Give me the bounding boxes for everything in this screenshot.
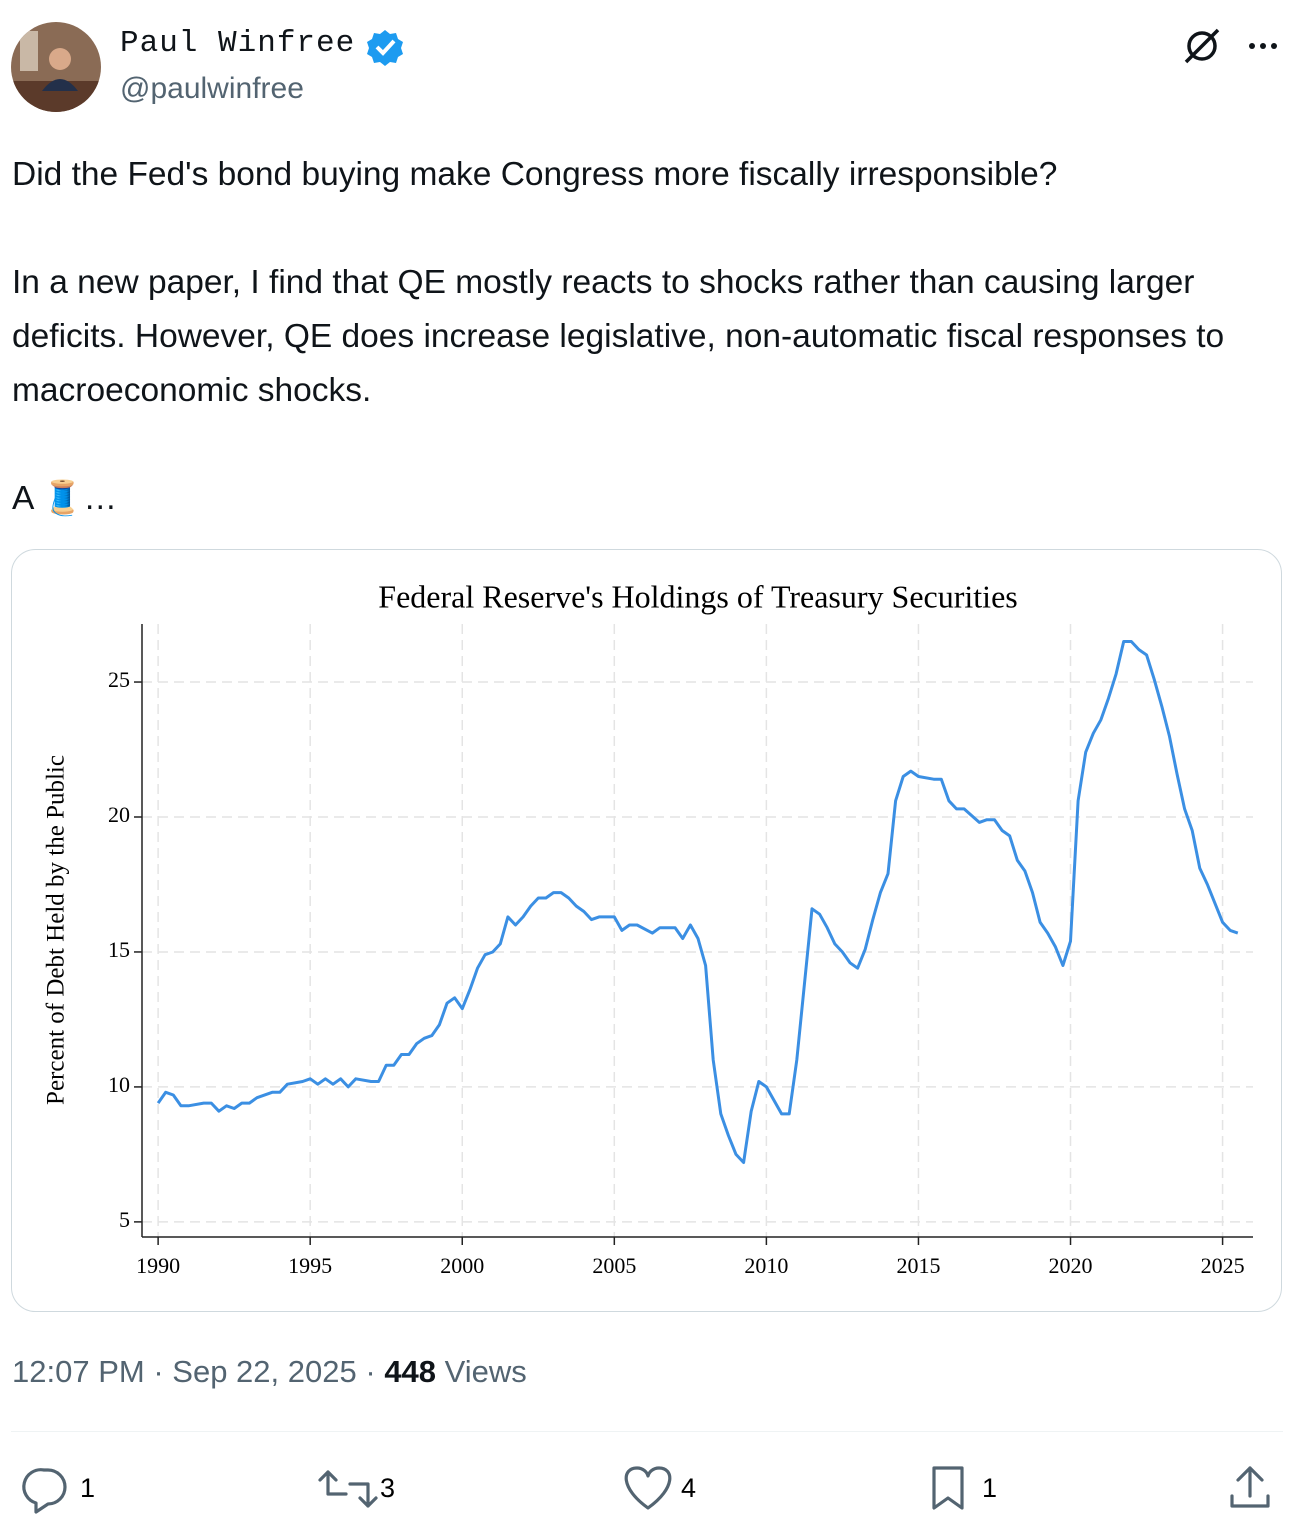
x-tick-label: 2005 [592, 1253, 636, 1278]
x-tick-label: 1995 [288, 1253, 332, 1278]
author-name[interactable]: Paul Winfree [120, 26, 356, 61]
y-tick-label: 5 [119, 1207, 130, 1232]
separator: · [365, 1354, 376, 1389]
y-tick-label: 10 [108, 1072, 130, 1097]
tweet-text: Did the Fed's bond buying make Congress … [12, 148, 1282, 580]
divider [11, 1431, 1283, 1432]
x-tick-label: 2000 [440, 1253, 484, 1278]
y-tick-label: 20 [108, 802, 130, 827]
more-icon[interactable] [1249, 43, 1277, 49]
repost-count: 3 [380, 1473, 395, 1503]
x-tick-label: 1990 [136, 1253, 180, 1278]
y-tick-label: 25 [108, 667, 130, 692]
bookmark-icon[interactable] [932, 1466, 964, 1510]
bookmark-count: 1 [982, 1473, 997, 1503]
share-icon[interactable] [1230, 1466, 1270, 1508]
paragraph: Did the Fed's bond buying make Congress … [12, 156, 1058, 193]
avatar[interactable] [10, 21, 102, 113]
tweet-meta: 12:07 PM · Sep 22, 2025 · 448 Views [12, 1354, 527, 1390]
x-tick-label: 2015 [896, 1253, 940, 1278]
y-axis-label: Percent of Debt Held by the Public [43, 755, 70, 1105]
repost-icon[interactable] [318, 1470, 378, 1508]
x-tick-label: 2020 [1049, 1253, 1093, 1278]
chart-card[interactable]: Federal Reserve's Holdings of Treasury S… [11, 549, 1283, 1313]
data-line [156, 640, 1239, 1164]
action-bar: 1 3 4 1 [22, 1466, 1270, 1514]
time[interactable]: 12:07 PM [12, 1354, 145, 1389]
like-icon[interactable] [624, 1466, 672, 1510]
reply-icon[interactable] [22, 1468, 67, 1514]
view-count: 448 [384, 1354, 437, 1389]
date[interactable]: Sep 22, 2025 [172, 1354, 357, 1389]
verified-badge [367, 30, 403, 66]
paragraph: A 🧵… [12, 480, 118, 517]
x-tick-label: 2025 [1201, 1253, 1245, 1278]
paragraph: In a new paper, I find that QE mostly re… [12, 264, 1225, 409]
separator: · [153, 1354, 164, 1389]
grok-icon[interactable] [1187, 31, 1217, 61]
views-label: Views [444, 1354, 527, 1389]
top-icons [1184, 28, 1277, 64]
x-tick-label: 2010 [744, 1253, 788, 1278]
author-handle[interactable]: @paulwinfree [120, 72, 304, 105]
y-tick-label: 15 [108, 937, 130, 962]
reply-count: 1 [80, 1473, 95, 1503]
like-count: 4 [681, 1473, 696, 1503]
chart-title: Federal Reserve's Holdings of Treasury S… [378, 578, 1017, 614]
